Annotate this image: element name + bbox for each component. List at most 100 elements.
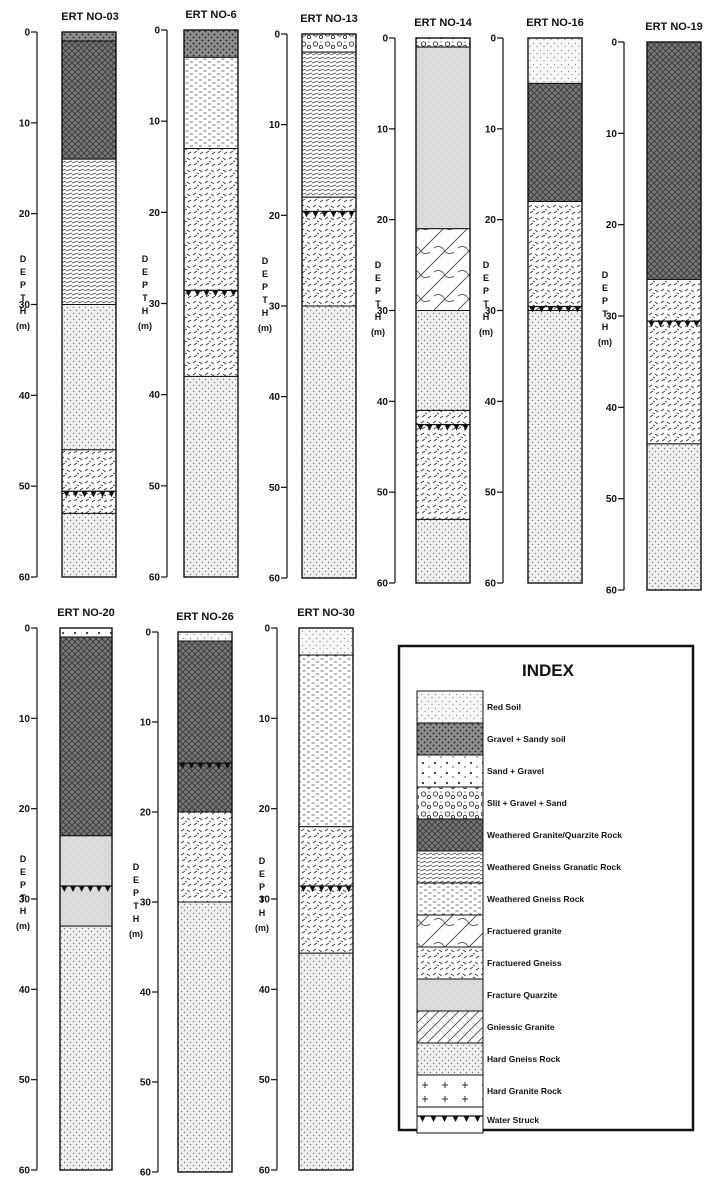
depth-label-letter: T xyxy=(262,295,268,305)
tick-label: 20 xyxy=(19,804,31,815)
log-column-border xyxy=(177,631,233,1173)
log-title: ERT NO-14 xyxy=(414,17,472,29)
water-struck-icon xyxy=(547,306,554,313)
tick-label: 50 xyxy=(19,1075,31,1086)
log-column-border xyxy=(301,33,357,579)
water-struck-icon xyxy=(693,321,700,328)
water-struck-icon xyxy=(435,424,442,431)
index-item: Fracture Quarzite xyxy=(416,978,558,1012)
index-item: Slit + Gravel + Sand xyxy=(416,786,567,820)
layer-hard-gneiss xyxy=(527,310,583,584)
depth-label-letter: H xyxy=(20,306,27,316)
index-swatch xyxy=(416,946,484,980)
depth-label-letter: T xyxy=(133,901,139,911)
depth-label-letter: D xyxy=(375,260,382,270)
tick-label: 0 xyxy=(24,28,30,39)
tick-label: 0 xyxy=(382,34,388,45)
water-struck-icon xyxy=(648,321,655,328)
tick-label: 40 xyxy=(259,985,271,996)
index-item: Weathered Gneiss Granatic Rock xyxy=(416,850,621,884)
depth-label-letter: H xyxy=(259,908,266,918)
index-item: Gniessic Granite xyxy=(416,1010,555,1044)
water-struck-icon xyxy=(538,306,545,313)
tick-label: 50 xyxy=(259,1075,271,1086)
log-column-border xyxy=(646,41,702,591)
index-label: Weathered Gneiss Rock xyxy=(487,894,584,904)
log-title: ERT NO-30 xyxy=(297,607,354,619)
water-struck-icon xyxy=(87,885,94,892)
layer-fractured-gneiss xyxy=(183,148,239,377)
tick-label: 40 xyxy=(149,390,161,401)
tick-label: 10 xyxy=(19,118,31,129)
log-column-border xyxy=(61,31,117,578)
depth-label-letter: E xyxy=(133,875,139,885)
water-struck-icon xyxy=(419,1116,426,1122)
depth-unit-label: (m) xyxy=(16,321,30,331)
depth-unit-label: (m) xyxy=(16,921,30,931)
water-struck-icon xyxy=(194,290,201,297)
water-struck-icon xyxy=(212,290,219,297)
index-item: Gravel + Sandy soil xyxy=(416,722,566,756)
tick-label: 50 xyxy=(606,494,618,505)
tick-label: 10 xyxy=(19,714,31,725)
tick-label: 20 xyxy=(485,215,497,226)
depth-label-letter: E xyxy=(20,267,26,277)
layer-weathered-gneiss xyxy=(298,654,354,828)
tick-label: 20 xyxy=(269,211,281,222)
tick-label: 30 xyxy=(485,306,497,317)
water-struck-icon xyxy=(426,424,433,431)
depth-unit-label: (m) xyxy=(371,327,385,337)
water-struck-icon xyxy=(104,885,111,892)
tick-label: 20 xyxy=(140,808,152,819)
index-item: Water Struck xyxy=(416,1106,539,1134)
depth-label-letter: P xyxy=(483,286,489,296)
depth-label-letter: P xyxy=(259,882,265,892)
water-struck-icon xyxy=(444,424,451,431)
log-column-border xyxy=(527,37,583,584)
water-struck-icon xyxy=(90,491,97,498)
depth-label-letter: D xyxy=(262,256,269,266)
water-struck-icon xyxy=(574,306,581,313)
water-struck-icon xyxy=(309,885,316,892)
tick-label: 10 xyxy=(149,117,161,128)
depth-label-letter: H xyxy=(375,312,382,322)
layer-hard-gneiss xyxy=(298,952,354,1171)
tick-label: 0 xyxy=(490,34,496,45)
layer-red-soil xyxy=(298,627,354,656)
water-struck-icon xyxy=(430,1116,437,1122)
index-swatch xyxy=(416,1074,484,1108)
water-struck-icon xyxy=(72,491,79,498)
depth-label-letter: P xyxy=(20,880,26,890)
log-title: ERT NO-03 xyxy=(61,11,118,23)
index-label: Water Struck xyxy=(487,1115,539,1125)
index-swatch xyxy=(416,1042,484,1076)
water-struck-icon xyxy=(330,211,337,218)
layer-weathered-granite-quartzite xyxy=(61,40,117,160)
water-struck-icon xyxy=(453,424,460,431)
layer-hard-gneiss xyxy=(415,518,471,584)
depth-label-letter: D xyxy=(602,270,609,280)
tick-label: 60 xyxy=(259,1166,271,1177)
water-struck-icon xyxy=(348,211,355,218)
tick-label: 60 xyxy=(485,579,497,590)
depth-unit-label: (m) xyxy=(129,929,143,939)
water-struck-icon xyxy=(321,211,328,218)
layer-fractured-gneiss xyxy=(301,196,357,307)
index-swatch xyxy=(416,914,484,948)
depth-unit-label: (m) xyxy=(479,327,493,337)
index-label: Fractuered granite xyxy=(487,926,562,936)
water-struck-icon xyxy=(224,763,231,769)
tick-label: 60 xyxy=(19,1166,31,1177)
depth-unit-label: (m) xyxy=(258,323,272,333)
layer-weathered-gneiss xyxy=(183,56,239,150)
water-struck-icon xyxy=(462,424,469,431)
depth-label-letter: H xyxy=(483,312,490,322)
tick-label: 20 xyxy=(149,208,161,219)
depth-label-letter: T xyxy=(483,299,489,309)
layer-hard-gneiss xyxy=(61,512,117,578)
water-struck-icon xyxy=(336,885,343,892)
depth-label-letter: P xyxy=(133,888,139,898)
layer-slit-gravel-sand xyxy=(301,33,357,53)
tick-label: 0 xyxy=(145,628,151,639)
